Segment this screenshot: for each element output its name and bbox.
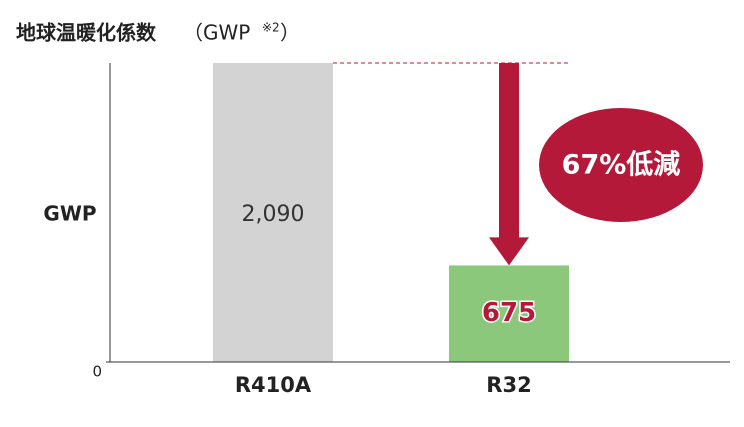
chart-title-unit: （GWP bbox=[183, 21, 250, 45]
value-label: 675 bbox=[482, 298, 536, 328]
y-axis-label: GWP bbox=[43, 202, 96, 226]
bar bbox=[449, 265, 569, 362]
chart-title-note: ※2 bbox=[262, 21, 280, 35]
x-tick-label: R410A bbox=[235, 373, 312, 397]
bar bbox=[213, 63, 333, 362]
chart-title-close: ） bbox=[280, 21, 300, 45]
value-label: 2,090 bbox=[242, 202, 305, 227]
y-tick-label: 0 bbox=[92, 363, 102, 381]
x-tick-label: R32 bbox=[486, 373, 531, 397]
annotation-bubble bbox=[539, 108, 703, 222]
reduction-arrow bbox=[489, 63, 529, 266]
chart-title: 地球温暖化係数 bbox=[16, 21, 157, 45]
annotation: 67%低減 bbox=[562, 150, 681, 181]
